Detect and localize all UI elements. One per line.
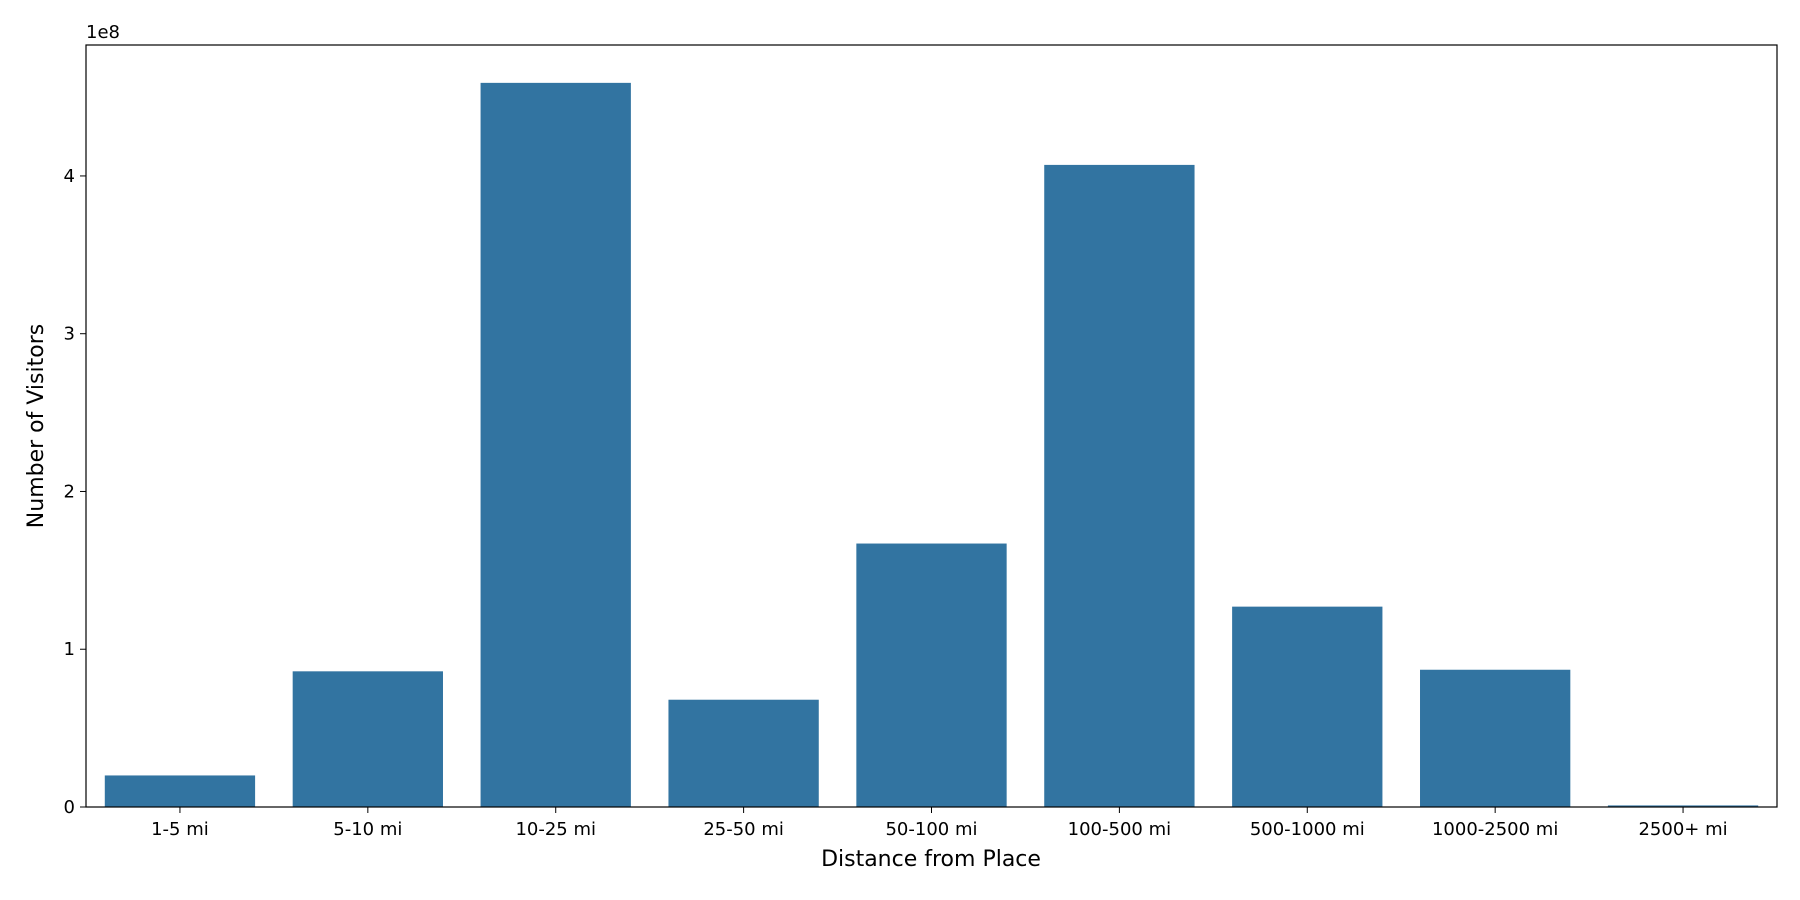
bar [1044,164,1195,807]
bar [104,775,256,807]
y-tick-label: 4 [64,166,75,187]
x-tick-label: 1-5 mi [151,819,209,840]
bar [668,699,819,807]
y-tick-label: 1 [64,639,75,660]
bar [856,543,1007,807]
x-tick-label: 10-25 mi [515,819,596,840]
plot-frame [85,44,1778,808]
y-tick-label: 0 [64,797,75,818]
x-tick-label: 500-1000 mi [1250,819,1365,840]
x-tick-label: 1000-2500 mi [1432,819,1558,840]
y-tick-label: 2 [64,481,75,502]
x-tick-label: 25-50 mi [703,819,784,840]
y-axis-label: Number of Visitors [24,324,49,528]
x-tick-label: 100-500 mi [1068,819,1171,840]
offset-text: 1e8 [86,22,120,43]
x-axis-label: Distance from Place [821,847,1041,872]
bar [1420,669,1571,807]
bar [480,82,631,808]
bar [1607,805,1759,807]
x-tick-label: 50-100 mi [885,819,977,840]
x-tick-label: 5-10 mi [333,819,402,840]
bar [292,671,443,807]
y-tick-label: 3 [64,324,75,345]
bar [1232,606,1383,807]
x-tick-label: 2500+ mi [1638,819,1727,840]
